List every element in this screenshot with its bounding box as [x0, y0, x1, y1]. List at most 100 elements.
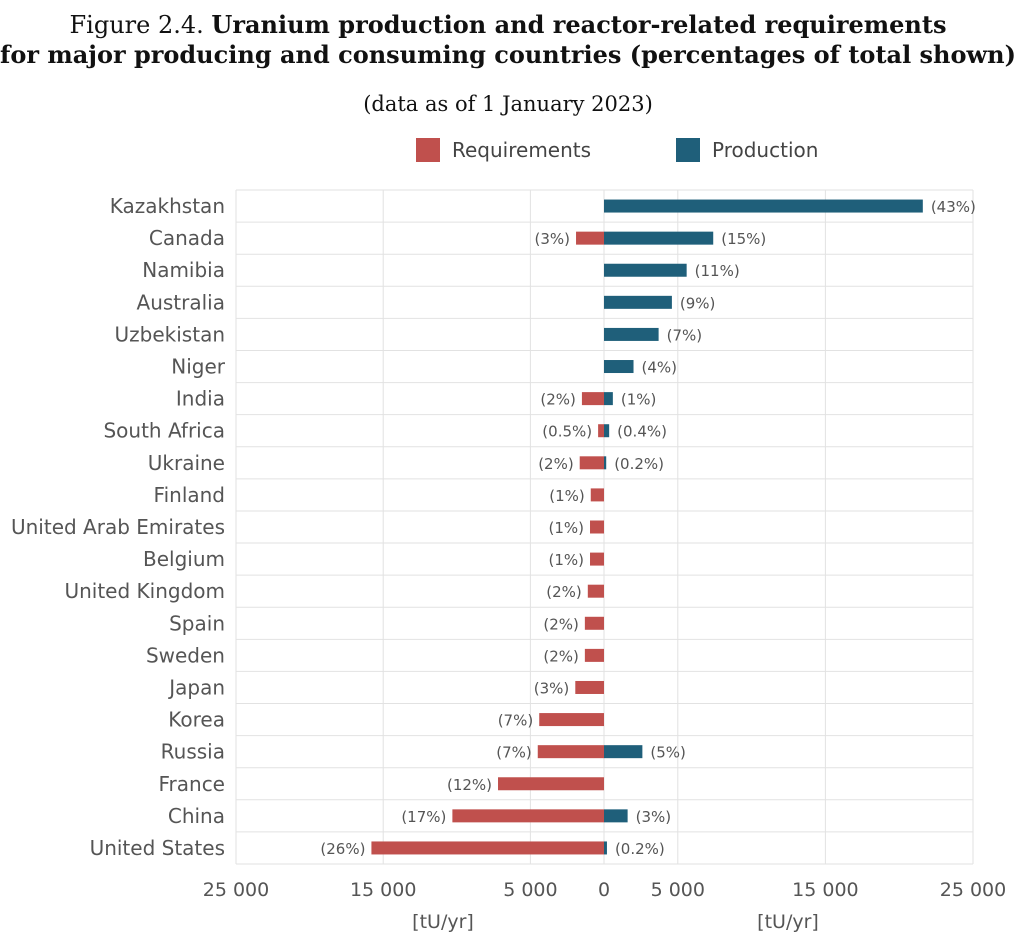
bar-production-uzbekistan — [604, 327, 659, 341]
bar-requirements-japan — [575, 680, 604, 694]
data-label-production-australia: (9%) — [680, 294, 716, 312]
figure-number: Figure 2.4. — [69, 11, 204, 39]
data-label-requirements-france: (12%) — [447, 776, 492, 794]
bar-requirements-india — [581, 392, 604, 406]
category-label-sweden: Sweden — [146, 643, 225, 667]
bar-production-russia — [604, 745, 643, 759]
legend-label-requirements: Requirements — [452, 138, 592, 162]
legend-swatch-requirements — [416, 138, 440, 162]
bar-requirements-france — [498, 777, 604, 791]
x-tick-label-2: 5 000 — [503, 879, 557, 901]
bar-production-niger — [604, 360, 634, 374]
title-line-1: Figure 2.4. Uranium production and react… — [0, 10, 1016, 40]
bar-production-china — [604, 809, 628, 823]
data-label-production-united-states: (0.2%) — [615, 840, 665, 858]
legend-item-requirements: Requirements — [416, 138, 591, 162]
category-label-canada: Canada — [149, 226, 225, 250]
category-label-korea: Korea — [168, 708, 225, 732]
bar-requirements-united-states — [371, 841, 604, 855]
category-label-ukraine: Ukraine — [148, 451, 225, 475]
category-label-namibia: Namibia — [142, 258, 225, 282]
bar-requirements-south-africa — [598, 424, 604, 438]
x-axis-label-right: [tU/yr] — [757, 911, 819, 933]
category-label-united-arab-emirates: United Arab Emirates — [11, 515, 225, 539]
category-label-russia: Russia — [161, 740, 225, 764]
bar-requirements-belgium — [590, 552, 604, 566]
title-line-2: for major producing and consuming countr… — [0, 40, 1016, 69]
bar-production-australia — [604, 295, 672, 309]
data-label-requirements-china: (17%) — [401, 808, 446, 826]
bar-production-south-africa — [604, 424, 610, 438]
bar-production-canada — [604, 231, 714, 245]
data-label-production-canada: (15%) — [721, 230, 766, 248]
bar-requirements-ukraine — [579, 456, 604, 470]
bar-requirements-finland — [590, 488, 604, 502]
category-label-belgium: Belgium — [143, 547, 225, 571]
category-label-uzbekistan: Uzbekistan — [115, 322, 225, 346]
category-label-india: India — [176, 387, 225, 411]
data-label-requirements-spain: (2%) — [543, 615, 579, 633]
category-label-china: China — [168, 804, 225, 828]
title-main: Uranium production and reactor-related r… — [211, 10, 947, 39]
x-tick-label-5: 15 000 — [792, 879, 858, 901]
bar-requirements-spain — [584, 616, 604, 630]
data-label-production-uzbekistan: (7%) — [667, 326, 703, 344]
data-label-production-south-africa: (0.4%) — [617, 423, 667, 441]
data-label-requirements-united-kingdom: (2%) — [546, 583, 582, 601]
data-label-production-niger: (4%) — [642, 359, 678, 377]
bar-requirements-sweden — [584, 648, 604, 662]
bar-production-kazakhstan — [604, 199, 923, 213]
bar-production-namibia — [604, 263, 687, 277]
data-label-production-india: (1%) — [621, 391, 657, 409]
x-tick-label-6: 25 000 — [940, 879, 1006, 901]
bar-requirements-china — [452, 809, 604, 823]
chart-title: Figure 2.4. Uranium production and react… — [0, 10, 1016, 70]
data-label-production-russia: (5%) — [650, 744, 686, 762]
legend-label-production: Production — [712, 138, 819, 162]
chart-subtitle: (data as of 1 January 2023) — [363, 92, 653, 116]
bar-production-united-states — [604, 841, 607, 855]
category-label-finland: Finland — [154, 483, 225, 507]
bar-requirements-korea — [539, 713, 604, 727]
legend-swatch-production — [676, 138, 700, 162]
data-label-production-china: (3%) — [636, 808, 672, 826]
category-label-united-states: United States — [90, 836, 225, 860]
data-label-requirements-india: (2%) — [540, 391, 576, 409]
bar-requirements-united-arab-emirates — [590, 520, 604, 534]
category-label-france: France — [158, 772, 225, 796]
data-label-requirements-canada: (3%) — [535, 230, 571, 248]
category-label-united-kingdom: United Kingdom — [64, 579, 225, 603]
data-label-requirements-finland: (1%) — [549, 487, 585, 505]
data-label-requirements-sweden: (2%) — [543, 647, 579, 665]
category-label-niger: Niger — [171, 355, 226, 379]
x-tick-label-4: 5 000 — [651, 879, 705, 901]
x-tick-label-1: 15 000 — [350, 879, 416, 901]
category-label-japan: Japan — [167, 675, 225, 699]
category-label-kazakhstan: Kazakhstan — [110, 194, 225, 218]
category-label-spain: Spain — [169, 611, 225, 635]
legend: Requirements Production — [0, 138, 1016, 168]
x-axis-label-left: [tU/yr] — [412, 911, 474, 933]
data-label-requirements-japan: (3%) — [534, 679, 570, 697]
bar-production-india — [604, 392, 613, 406]
data-label-requirements-belgium: (1%) — [549, 551, 585, 569]
data-label-production-ukraine: (0.2%) — [614, 455, 664, 473]
category-label-south-africa: South Africa — [103, 419, 225, 443]
data-label-production-namibia: (11%) — [695, 262, 740, 280]
data-label-requirements-korea: (7%) — [498, 712, 534, 730]
data-label-requirements-russia: (7%) — [496, 744, 532, 762]
bar-production-ukraine — [604, 456, 607, 470]
x-tick-label-3: 0 — [598, 879, 610, 901]
category-label-australia: Australia — [137, 290, 225, 314]
data-label-requirements-ukraine: (2%) — [538, 455, 574, 473]
data-label-production-kazakhstan: (43%) — [931, 198, 976, 216]
data-label-requirements-united-states: (26%) — [320, 840, 365, 858]
x-tick-label-0: 25 000 — [203, 879, 269, 901]
data-label-requirements-south-africa: (0.5%) — [542, 423, 592, 441]
data-label-requirements-united-arab-emirates: (1%) — [549, 519, 585, 537]
legend-item-production: Production — [676, 138, 818, 162]
bar-requirements-united-kingdom — [587, 584, 604, 598]
bar-requirements-russia — [537, 745, 604, 759]
bar-requirements-canada — [576, 231, 604, 245]
